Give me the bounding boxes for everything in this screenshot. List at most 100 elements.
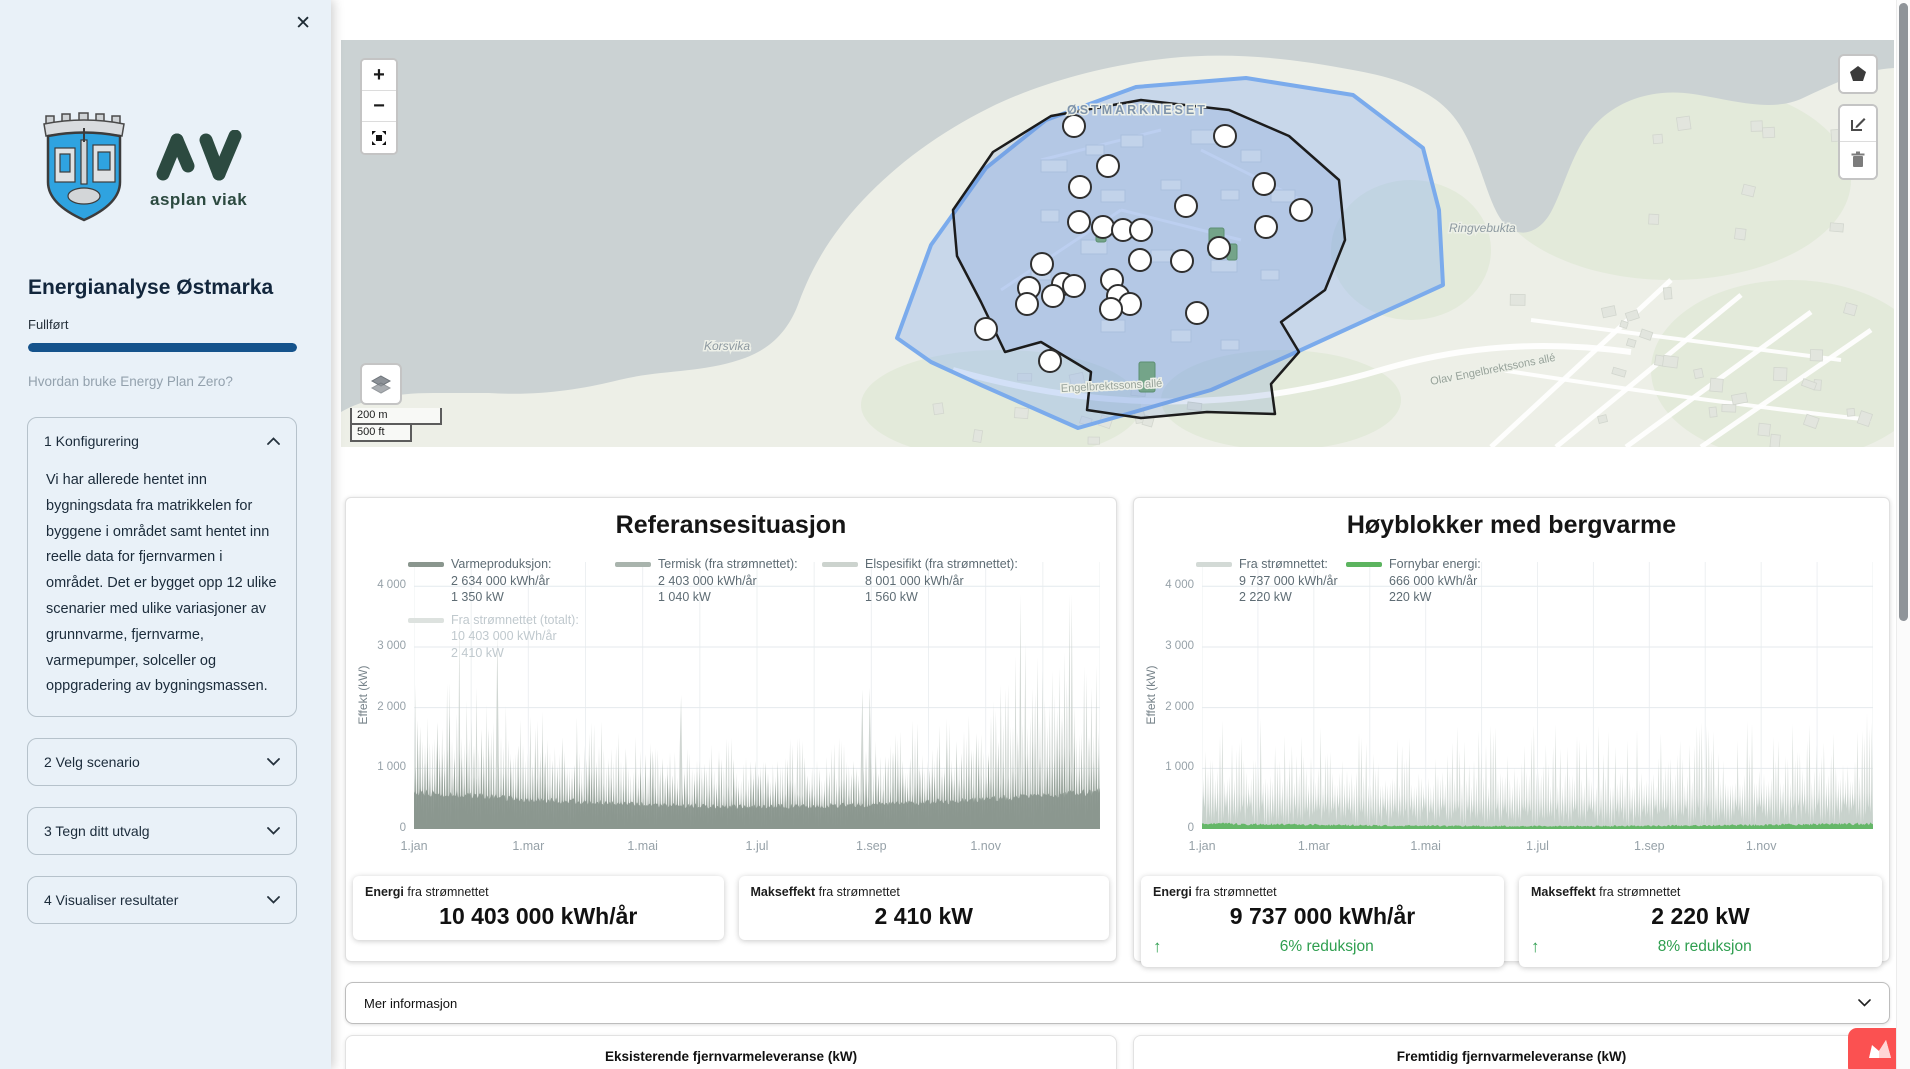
building-marker[interactable] bbox=[1170, 249, 1194, 273]
y-tick: 1 000 bbox=[377, 761, 406, 774]
x-tick: 1.jul bbox=[1526, 839, 1549, 853]
accordion-2-velg-scenario: 2 Velg scenario bbox=[27, 738, 297, 787]
legend-text: Fornybar energi: 666 000 kWh/år 220 kW bbox=[1389, 557, 1481, 604]
legend-item-fra-strømnettet-totalt[interactable]: Fra strømnettet (totalt): 10 403 000 kWh/… bbox=[408, 612, 615, 662]
chart-title: Referansesituasjon bbox=[615, 511, 847, 539]
building-marker[interactable] bbox=[1096, 154, 1120, 178]
building-marker[interactable] bbox=[1174, 194, 1198, 218]
chart-legend: Varmeproduksjon: 2 634 000 kWh/år 1 350 kW… bbox=[408, 556, 1029, 661]
building-marker[interactable] bbox=[1068, 175, 1092, 199]
scale-imperial: 500 ft bbox=[350, 425, 412, 442]
chart-plot-area bbox=[414, 562, 1100, 829]
building-marker[interactable] bbox=[1099, 297, 1123, 321]
building-marker[interactable] bbox=[1207, 236, 1231, 260]
y-tick: 1 000 bbox=[1165, 761, 1194, 774]
legend-swatch bbox=[408, 617, 444, 623]
chevron-up-icon bbox=[267, 437, 280, 445]
stat-card-makseffekt: Makseffekt fra strømnettet 2 220 kW ↑ 8%… bbox=[1519, 876, 1882, 967]
layers-button[interactable] bbox=[360, 363, 402, 405]
accordion-header-1-konfigurering[interactable]: 1 Konfigurering bbox=[44, 418, 280, 464]
legend-item-fra-strømnettet[interactable]: Fra strømnettet: 9 737 000 kWh/år 2 220 kW bbox=[1196, 556, 1346, 606]
zoom-in-button[interactable]: + bbox=[362, 60, 396, 91]
building-marker[interactable] bbox=[1129, 218, 1153, 242]
building-marker[interactable] bbox=[1038, 349, 1062, 373]
scrollbar-thumb[interactable] bbox=[1899, 3, 1908, 621]
building-marker[interactable] bbox=[1289, 198, 1313, 222]
accordion-header-3-tegn-ditt-utvalg[interactable]: 3 Tegn ditt utvalg bbox=[44, 808, 280, 854]
y-tick: 0 bbox=[1187, 822, 1194, 834]
accordion-list: 1 Konfigurering Vi har allerede hentet i… bbox=[27, 417, 297, 925]
chart-legend: Fra strømnettet: 9 737 000 kWh/år 2 220 kW… bbox=[1196, 556, 1646, 606]
stat-label: Energi fra strømnettet bbox=[1153, 885, 1277, 899]
x-tick: 1.nov bbox=[970, 839, 1001, 853]
edit-button[interactable] bbox=[1840, 106, 1876, 142]
accordion-1-konfigurering: 1 Konfigurering Vi har allerede hentet i… bbox=[27, 417, 297, 718]
fullscreen-button[interactable] bbox=[362, 122, 396, 153]
building-marker[interactable] bbox=[1185, 301, 1209, 325]
building-marker[interactable] bbox=[1091, 215, 1115, 239]
building-marker[interactable] bbox=[1041, 284, 1065, 308]
close-icon: ✕ bbox=[295, 13, 311, 34]
chart-panel-referansesituasjon: Referansesituasjon Effekt (kW) Varmeprod… bbox=[345, 497, 1117, 962]
map-canvas: ØSTMARKNESETRingvebuktaKorsvikaEngelbrek… bbox=[341, 40, 1894, 447]
building-marker[interactable] bbox=[1213, 124, 1237, 148]
stat-card-energi: Energi fra strømnettet 9 737 000 kWh/år … bbox=[1141, 876, 1504, 967]
logo-row: asplan viak bbox=[38, 112, 247, 224]
x-tick: 1.mai bbox=[627, 839, 658, 853]
stat-label: Makseffekt fra strømnettet bbox=[750, 885, 900, 899]
y-tick: 4 000 bbox=[377, 579, 406, 592]
zoom-out-button[interactable]: − bbox=[362, 91, 396, 122]
draw-control bbox=[1838, 54, 1878, 94]
fullscreen-icon bbox=[372, 130, 386, 145]
chevron-down-icon bbox=[267, 827, 280, 835]
x-tick: 1.jan bbox=[400, 839, 428, 853]
y-tick: 2 000 bbox=[377, 700, 406, 713]
building-marker[interactable] bbox=[1030, 252, 1054, 276]
stat-value: 10 403 000 kWh/år bbox=[439, 903, 638, 929]
legend-swatch bbox=[408, 562, 444, 567]
legend-text: Fra strømnettet (totalt): 10 403 000 kWh/… bbox=[451, 612, 579, 660]
chevron-down-icon bbox=[267, 896, 280, 904]
building-marker[interactable] bbox=[1015, 292, 1039, 316]
progress-fill bbox=[28, 343, 297, 352]
building-marker[interactable] bbox=[1062, 274, 1086, 298]
building-marker[interactable] bbox=[1128, 248, 1152, 272]
accordion-body: Vi har allerede hentet inn bygningsdata … bbox=[46, 472, 277, 695]
section-existing-district-heat: Eksisterende fjernvarmeleveranse (kW) bbox=[345, 1035, 1117, 1069]
accordion-4-visualiser-resultater: 4 Visualiser resultater bbox=[27, 876, 297, 925]
zoom-in-icon: + bbox=[373, 64, 385, 86]
legend-item-elspesifikt-fra-strømnettet[interactable]: Elspesifikt (fra strømnettet): 8 001 000 … bbox=[822, 556, 1029, 606]
more-info-bar[interactable]: Mer informasjon bbox=[345, 982, 1890, 1024]
legend-text: Varmeproduksjon: 2 634 000 kWh/år 1 350 kW bbox=[451, 557, 552, 604]
x-tick: 1.jul bbox=[745, 839, 769, 853]
asplan-viak-mark-icon bbox=[156, 130, 242, 181]
building-marker[interactable] bbox=[1067, 210, 1091, 234]
accordion-header-4-visualiser-resultater[interactable]: 4 Visualiser resultater bbox=[44, 877, 280, 923]
edit-icon bbox=[1851, 117, 1866, 131]
scrollbar[interactable] bbox=[1896, 0, 1910, 1069]
legend-item-varmeproduksjon[interactable]: Varmeproduksjon: 2 634 000 kWh/år 1 350 kW bbox=[408, 556, 615, 606]
accordion-label: 1 Konfigurering bbox=[44, 433, 139, 449]
building-marker[interactable] bbox=[1062, 114, 1086, 138]
accordion-label: 4 Visualiser resultater bbox=[44, 892, 179, 909]
y-axis-label: Effekt (kW) bbox=[356, 664, 370, 725]
map[interactable]: ØSTMARKNESET Ringvebukta Korsvika Engelbrek… bbox=[341, 40, 1894, 447]
close-sidebar-button[interactable]: ✕ bbox=[291, 10, 315, 37]
legend-item-termisk-fra-strømnettet[interactable]: Termisk (fra strømnettet): 2 403 000 kWh/… bbox=[615, 556, 822, 606]
chart-summary-stats: Energi fra strømnettet 10 403 000 kWh/år… bbox=[353, 876, 1109, 940]
legend-item-fornybar-energi[interactable]: Fornybar energi: 666 000 kWh/år 220 kW bbox=[1346, 556, 1496, 606]
accordion-label: 2 Velg scenario bbox=[44, 754, 140, 771]
map-label-ostmarkneset: ØSTMARKNESET bbox=[1067, 103, 1208, 117]
help-link[interactable]: Hvordan bruke Energy Plan Zero? bbox=[28, 374, 233, 389]
stat-delta: ↑ 6% reduksjon bbox=[1153, 937, 1492, 957]
delete-button[interactable] bbox=[1840, 142, 1876, 178]
x-tick: 1.jan bbox=[1188, 839, 1216, 853]
building-marker[interactable] bbox=[1254, 215, 1278, 239]
draw-polygon-button[interactable] bbox=[1840, 56, 1876, 92]
building-marker[interactable] bbox=[1252, 172, 1276, 196]
accordion-header-2-velg-scenario[interactable]: 2 Velg scenario bbox=[44, 739, 280, 785]
stat-delta-text: 6% reduksjon bbox=[1279, 938, 1374, 955]
chart-title: Høyblokker med bergvarme bbox=[1346, 511, 1677, 539]
building-marker[interactable] bbox=[974, 317, 998, 341]
